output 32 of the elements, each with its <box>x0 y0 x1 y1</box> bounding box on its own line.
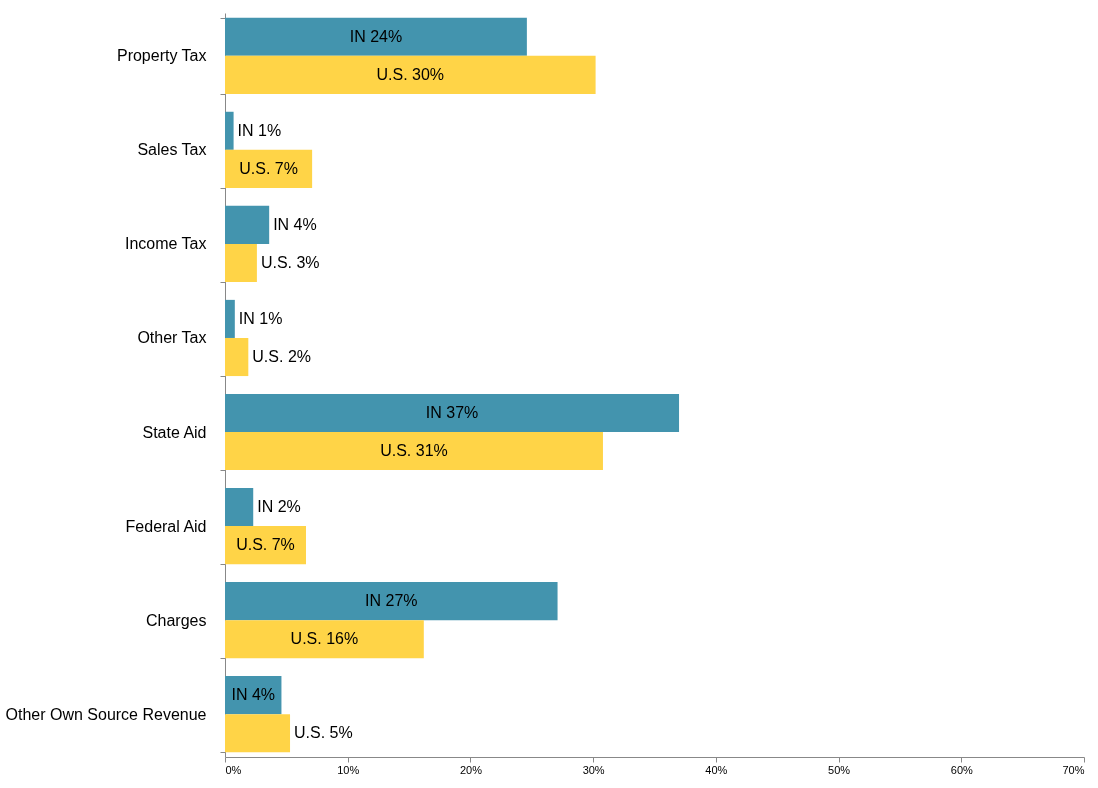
data-label: IN 1% <box>238 309 283 327</box>
x-tick-label: 20% <box>459 763 483 776</box>
data-label: IN 4% <box>231 686 276 704</box>
x-tick-label: 30% <box>582 763 605 776</box>
data-label: U.S. 16% <box>290 630 359 648</box>
data-label: IN 1% <box>237 121 282 139</box>
x-tick-label: 50% <box>828 763 851 776</box>
data-label: U.S. 5% <box>294 724 353 742</box>
y-tick-label: Federal Aid <box>125 517 207 535</box>
data-label: IN 24% <box>349 27 403 45</box>
data-label: IN 37% <box>425 403 479 421</box>
data-label: U.S. 30% <box>376 65 445 83</box>
data-label: U.S. 7% <box>236 536 295 554</box>
x-tick-label: 60% <box>950 763 974 776</box>
data-label: U.S. 7% <box>239 159 298 177</box>
data-label: U.S. 2% <box>252 348 311 366</box>
data-label: U.S. 3% <box>260 253 320 271</box>
data-label: IN 4% <box>273 215 317 233</box>
y-tick-label: State Aid <box>142 423 207 441</box>
x-tick-label: 40% <box>705 763 728 776</box>
y-tick-label: Other Own Source Revenue <box>5 705 207 723</box>
y-tick-label: Sales Tax <box>137 141 207 159</box>
y-tick-label: Income Tax <box>124 235 207 253</box>
data-label: IN 2% <box>257 498 301 516</box>
data-label: IN 27% <box>365 592 418 610</box>
y-tick-label: Charges <box>146 611 207 629</box>
x-tick-label: 70% <box>1062 763 1085 776</box>
x-tick-label: 0% <box>225 763 242 776</box>
data-label: U.S. 31% <box>380 442 448 460</box>
y-tick-label: Property Tax <box>116 47 207 65</box>
y-tick-label: Other Tax <box>137 329 207 347</box>
x-tick-label: 10% <box>337 763 360 776</box>
